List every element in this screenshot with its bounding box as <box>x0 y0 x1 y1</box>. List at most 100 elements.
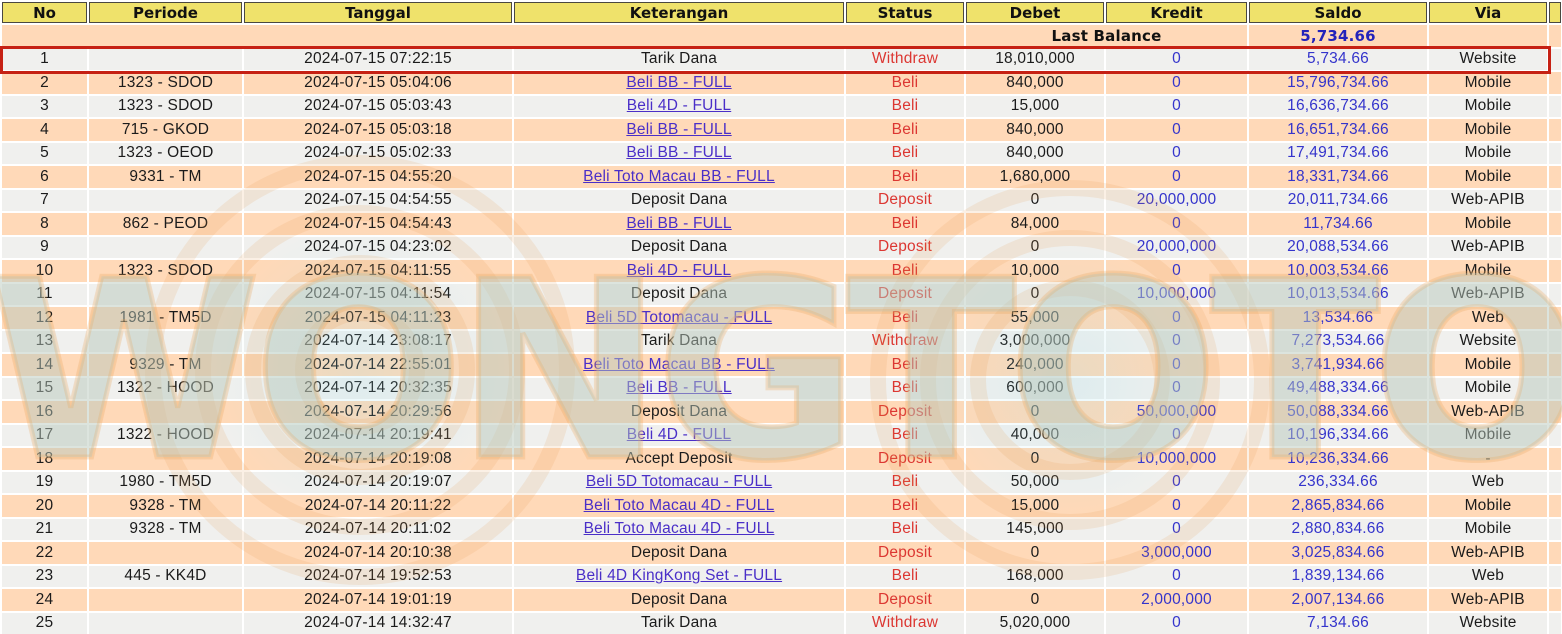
cell-status: Beli <box>846 518 964 540</box>
cell-no: 4 <box>2 119 87 141</box>
cell-via: Web-APIB <box>1429 589 1547 611</box>
cell-tanggal: 2024-07-15 04:55:20 <box>244 166 512 188</box>
keterangan-link[interactable]: Beli 4D - FULL <box>626 426 732 444</box>
cell-edge <box>1549 612 1561 634</box>
cell-edge <box>1549 424 1561 446</box>
cell-keterangan: Beli BB - FULL <box>514 119 844 141</box>
last-balance-empty-cell <box>2 25 964 47</box>
cell-periode <box>89 48 242 70</box>
table-row: 24 2024-07-14 19:01:19 Deposit Dana Deposit… <box>2 589 1561 611</box>
cell-edge <box>1549 401 1561 423</box>
cell-status: Beli <box>846 260 964 282</box>
cell-tanggal: 2024-07-14 19:52:53 <box>244 565 512 587</box>
table-row: 22 2024-07-14 20:10:38 Deposit Dana Deposit… <box>2 542 1561 564</box>
cell-kredit: 3,000,000 <box>1106 542 1247 564</box>
cell-saldo: 11,734.66 <box>1249 213 1427 235</box>
cell-debet: 18,010,000 <box>966 48 1104 70</box>
cell-via: Web <box>1429 471 1547 493</box>
cell-no: 18 <box>2 448 87 470</box>
cell-debet: 0 <box>966 283 1104 305</box>
cell-via: Mobile <box>1429 142 1547 164</box>
cell-tanggal: 2024-07-15 05:03:43 <box>244 95 512 117</box>
cell-kredit: 2,000,000 <box>1106 589 1247 611</box>
cell-tanggal: 2024-07-14 20:11:02 <box>244 518 512 540</box>
keterangan-link[interactable]: Beli BB - FULL <box>626 379 732 397</box>
cell-no: 3 <box>2 95 87 117</box>
table-row: 11 2024-07-15 04:11:54 Deposit Dana Deposit… <box>2 283 1561 305</box>
cell-periode: 9331 - TM <box>89 166 242 188</box>
cell-periode <box>89 448 242 470</box>
cell-kredit: 0 <box>1106 565 1247 587</box>
cell-periode <box>89 189 242 211</box>
cell-debet: 40,000 <box>966 424 1104 446</box>
cell-saldo: 3,741,934.66 <box>1249 354 1427 376</box>
cell-keterangan: Deposit Dana <box>514 401 844 423</box>
column-header-periode: Periode <box>89 2 242 23</box>
cell-saldo: 17,491,734.66 <box>1249 142 1427 164</box>
table-row: 6 9331 - TM 2024-07-15 04:55:20 Beli Toto M… <box>2 166 1561 188</box>
keterangan-link[interactable]: Beli BB - FULL <box>626 144 732 162</box>
cell-periode <box>89 401 242 423</box>
cell-kredit: 0 <box>1106 330 1247 352</box>
cell-via: Web-APIB <box>1429 401 1547 423</box>
cell-status: Beli <box>846 354 964 376</box>
cell-no: 24 <box>2 589 87 611</box>
cell-via: Website <box>1429 612 1547 634</box>
cell-no: 22 <box>2 542 87 564</box>
cell-periode: 1980 - TM5D <box>89 471 242 493</box>
cell-keterangan: Accept Deposit <box>514 448 844 470</box>
keterangan-link[interactable]: Beli 4D KingKong Set - FULL <box>575 567 783 585</box>
cell-status: Beli <box>846 424 964 446</box>
keterangan-link[interactable]: Beli 4D - FULL <box>626 97 732 115</box>
cell-edge <box>1549 589 1561 611</box>
cell-via: - <box>1429 448 1547 470</box>
cell-keterangan: Beli 4D - FULL <box>514 260 844 282</box>
table-row: 21 9328 - TM 2024-07-14 20:11:02 Beli Toto … <box>2 518 1561 540</box>
cell-edge <box>1549 377 1561 399</box>
keterangan-link[interactable]: Beli 4D - FULL <box>626 261 732 279</box>
cell-status: Beli <box>846 377 964 399</box>
keterangan-link[interactable]: Beli 5D Totomacau - FULL <box>585 473 773 491</box>
cell-no: 8 <box>2 213 87 235</box>
cell-status: Beli <box>846 471 964 493</box>
table-row: 8 862 - PEOD 2024-07-15 04:54:43 Beli BB - … <box>2 213 1561 235</box>
cell-keterangan: Beli 4D KingKong Set - FULL <box>514 565 844 587</box>
keterangan-link[interactable]: Beli BB - FULL <box>626 214 732 232</box>
keterangan-link[interactable]: Beli Toto Macau BB - FULL <box>583 167 775 185</box>
cell-saldo: 10,236,334.66 <box>1249 448 1427 470</box>
cell-debet: 240,000 <box>966 354 1104 376</box>
keterangan-link[interactable]: Beli BB - FULL <box>626 120 732 138</box>
cell-no: 15 <box>2 377 87 399</box>
cell-tanggal: 2024-07-14 20:19:07 <box>244 471 512 493</box>
cell-saldo: 7,273,534.66 <box>1249 330 1427 352</box>
cell-periode <box>89 612 242 634</box>
cell-edge <box>1549 495 1561 517</box>
cell-via: Mobile <box>1429 377 1547 399</box>
keterangan-link[interactable]: Beli 5D Totomacau - FULL <box>585 308 773 326</box>
cell-debet: 840,000 <box>966 119 1104 141</box>
cell-keterangan: Beli BB - FULL <box>514 72 844 94</box>
cell-via: Mobile <box>1429 354 1547 376</box>
table-row: 15 1322 - HOOD 2024-07-14 20:32:35 Beli BB … <box>2 377 1561 399</box>
header-row: No Periode Tanggal Keterangan Status Debet Kre… <box>2 2 1561 23</box>
cell-saldo: 10,003,534.66 <box>1249 260 1427 282</box>
keterangan-link[interactable]: Beli Toto Macau 4D - FULL <box>583 496 775 514</box>
cell-via: Web <box>1429 307 1547 329</box>
table-row: 23 445 - KK4D 2024-07-14 19:52:53 Beli 4D K… <box>2 565 1561 587</box>
keterangan-link[interactable]: Beli BB - FULL <box>626 73 732 91</box>
keterangan-link[interactable]: Beli Toto Macau 4D - FULL <box>583 520 775 538</box>
cell-keterangan: Tarik Dana <box>514 612 844 634</box>
cell-status: Deposit <box>846 401 964 423</box>
cell-saldo: 50,088,334.66 <box>1249 401 1427 423</box>
cell-periode: 9329 - TM <box>89 354 242 376</box>
cell-tanggal: 2024-07-15 04:11:55 <box>244 260 512 282</box>
cell-no: 16 <box>2 401 87 423</box>
cell-via: Mobile <box>1429 119 1547 141</box>
cell-keterangan: Deposit Dana <box>514 589 844 611</box>
cell-keterangan: Deposit Dana <box>514 283 844 305</box>
cell-saldo: 5,734.66 <box>1249 48 1427 70</box>
cell-periode <box>89 330 242 352</box>
cell-debet: 5,020,000 <box>966 612 1104 634</box>
cell-status: Deposit <box>846 189 964 211</box>
keterangan-link[interactable]: Beli Toto Macau BB - FULL <box>583 355 775 373</box>
